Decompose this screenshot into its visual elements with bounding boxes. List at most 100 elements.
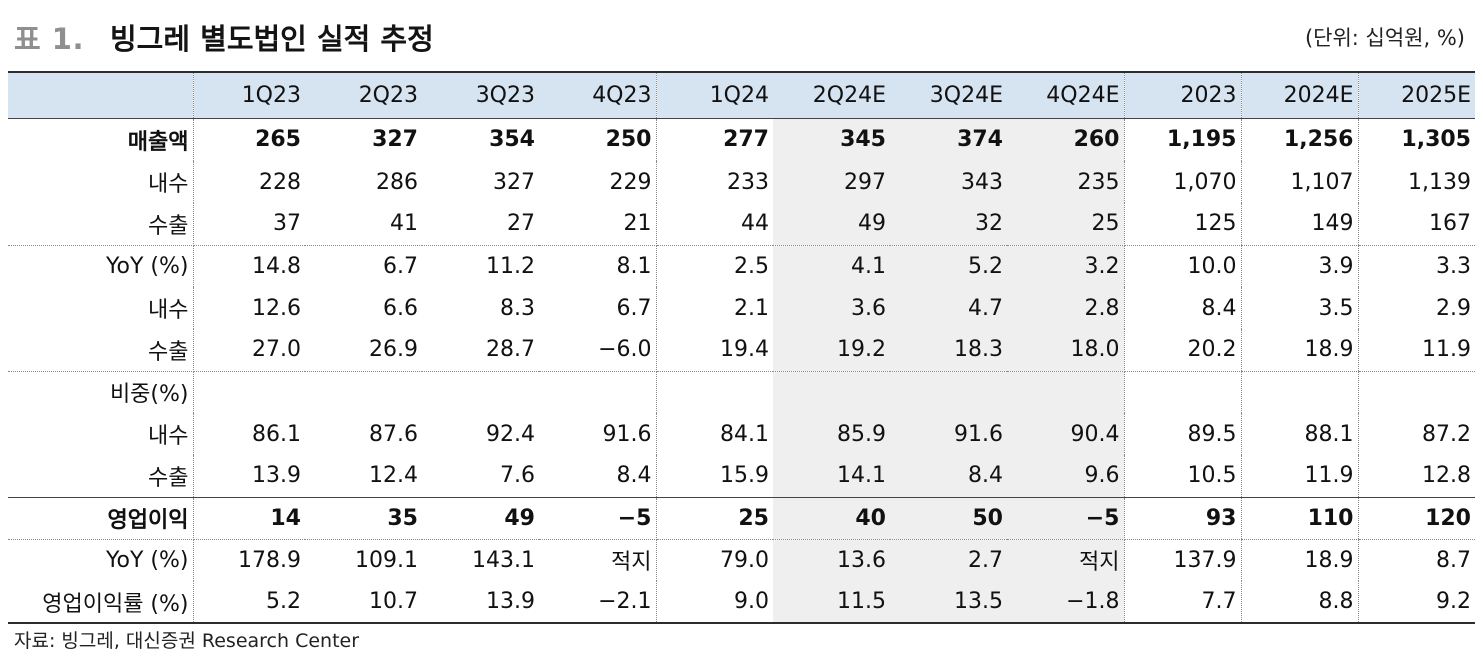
table-cell — [656, 371, 773, 413]
table-cell: 2.9 — [1357, 287, 1475, 329]
table-cell: 228 — [259, 169, 301, 195]
table-cell: 1,139 — [1357, 161, 1475, 203]
table-row: 수출 37 41 27 21 44 49 32 25 125 149 167 — [8, 203, 1475, 246]
table-row: YoY (%) 14.8 6.7 11.2 8.1 2.5 4.1 5.2 3.2 10.0 3.9… — [8, 245, 1475, 287]
row-label: 영업이익률 (%) — [8, 581, 194, 624]
table-cell: 1,070 — [1173, 169, 1237, 195]
table-cell: 260 — [1007, 118, 1125, 161]
table-cell: 6.7 — [539, 287, 657, 329]
table-cell: 25 — [1007, 203, 1125, 246]
table-cell: 8.1 — [539, 245, 657, 287]
table-cell: −6.0 — [539, 329, 657, 372]
table-cell — [193, 371, 305, 413]
table-cell: 28.7 — [422, 329, 539, 372]
row-label: 비중(%) — [8, 371, 194, 413]
table-cell: 8.7 — [1357, 539, 1475, 581]
table-cell: 49 — [422, 497, 539, 540]
table-cell: 8.4 — [890, 455, 1007, 498]
table-cell: 12.6 — [252, 295, 301, 321]
table-cell: 91.6 — [539, 413, 657, 455]
table-cell — [305, 371, 422, 413]
table-cell: 143.1 — [472, 547, 535, 573]
row-label: 매출액 — [8, 118, 194, 161]
table-cell: 89.5 — [1187, 421, 1237, 447]
table-cell: 49 — [773, 203, 890, 246]
table-cell: 90.4 — [1007, 413, 1125, 455]
table-cell: 14.1 — [773, 455, 890, 498]
table-cell: 277 — [723, 127, 769, 153]
table-cell: 1,107 — [1240, 161, 1358, 203]
table-cell: 44 — [656, 203, 773, 246]
table-cell: 88.1 — [1240, 413, 1358, 455]
table-row: 매출액 265 327 354 250 277 345 374 260 1,195 1,256 1,3… — [8, 118, 1475, 161]
column-header: 3Q24E — [890, 71, 1007, 119]
table-cell: 19.2 — [773, 329, 890, 372]
table-cell: 327 — [493, 169, 535, 195]
table-row: 내수 12.6 6.6 8.3 6.7 2.1 3.6 4.7 2.8 8.4 3.5 2.9 — [8, 287, 1475, 329]
table-cell: 3.9 — [1240, 245, 1358, 287]
table-cell: 50 — [890, 497, 1007, 540]
row-label: 수출 — [8, 329, 194, 372]
table-cell: 18.9 — [1240, 329, 1358, 372]
table-cell: 79.0 — [720, 547, 769, 573]
table-cell: 374 — [890, 118, 1007, 161]
table-cell: 27.0 — [193, 329, 305, 372]
table-cell: 6.7 — [383, 253, 418, 279]
table-cell: 10.5 — [1124, 455, 1241, 498]
table-cell: −1.8 — [1007, 581, 1125, 624]
table-cell: 18.0 — [1007, 329, 1125, 372]
table-cell: 26.9 — [305, 329, 422, 372]
table-cell: 109.1 — [355, 547, 418, 573]
table-row: 비중(%) — [8, 371, 1475, 413]
table-cell — [773, 371, 890, 413]
table-cell: 1,256 — [1240, 118, 1358, 161]
table-cell: 235 — [1007, 161, 1125, 203]
table-cell: 5.2 — [890, 245, 1007, 287]
table-cell: 2.8 — [1007, 287, 1125, 329]
table-cell: 8.8 — [1240, 581, 1358, 624]
row-label: 내수 — [8, 161, 194, 203]
table-row: 수출 13.9 12.4 7.6 8.4 15.9 14.1 8.4 9.6 10.5 11.9 12… — [8, 455, 1475, 498]
table-cell: 87.2 — [1357, 413, 1475, 455]
table-cell: −5 — [1007, 497, 1125, 540]
table-cell: 84.1 — [720, 421, 769, 447]
table-cell: 32 — [890, 203, 1007, 246]
table-cell: 40 — [773, 497, 890, 540]
table-cell: 10.7 — [305, 581, 422, 624]
column-header: 2Q24E — [773, 71, 890, 119]
table-cell: 167 — [1357, 203, 1475, 246]
table-cell: 178.9 — [238, 547, 301, 573]
table-cell: 11.9 — [1357, 329, 1475, 372]
table-row: 영업이익률 (%) 5.2 10.7 13.9 −2.1 9.0 11.5 13.5 −1.8 7… — [8, 581, 1475, 624]
table-cell: 14 — [193, 497, 305, 540]
table-cell: 11.2 — [486, 253, 535, 279]
table-cell: 3.2 — [1007, 245, 1125, 287]
table-cell — [539, 371, 657, 413]
table-cell: 92.4 — [486, 421, 535, 447]
table-cell: 87.6 — [369, 421, 418, 447]
table-cell: 27 — [422, 203, 539, 246]
table-cell: 2.5 — [734, 253, 769, 279]
table-cell: 7.6 — [422, 455, 539, 498]
table-cell: 8.4 — [539, 455, 657, 498]
table-cell: 9.6 — [1007, 455, 1125, 498]
table-row: YoY (%) 178.9 109.1 143.1 적지 79.0 13.6 2.7 적지 137… — [8, 539, 1475, 581]
table-cell: 8.4 — [1201, 295, 1237, 321]
source-note: 자료: 빙그레, 대신증권 Research Center — [14, 630, 360, 652]
table-cell: 41 — [305, 203, 422, 246]
table-cell: 5.2 — [193, 581, 305, 624]
column-header-blank — [8, 71, 194, 119]
table-cell: 250 — [539, 118, 657, 161]
table-cell: 233 — [727, 169, 769, 195]
table-cell: 1,195 — [1166, 127, 1237, 153]
table-cell: 37 — [193, 203, 305, 246]
table-cell: 91.6 — [890, 413, 1007, 455]
table-cell: 85.9 — [773, 413, 890, 455]
table-cell: 35 — [305, 497, 422, 540]
table-cell: 125 — [1124, 203, 1241, 246]
table-row: 수출 27.0 26.9 28.7 −6.0 19.4 19.2 18.3 18.0 20.2 18… — [8, 329, 1475, 372]
table-cell: 3.5 — [1240, 287, 1358, 329]
table-cell: 354 — [489, 127, 535, 153]
table-cell: 9.0 — [656, 581, 773, 624]
column-header: 2Q23 — [305, 71, 422, 119]
